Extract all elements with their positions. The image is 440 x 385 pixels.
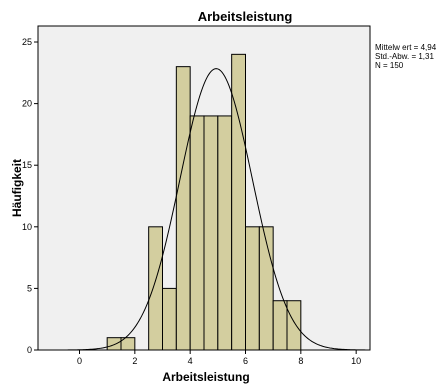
mean-text: Mittelw ert = 4,94 <box>375 43 437 52</box>
y-axis-ticks: 0 5 10 15 20 25 <box>22 37 38 355</box>
x-axis-ticks: 0 2 4 6 8 10 <box>77 350 361 366</box>
histogram-bar-5 <box>175 66 191 351</box>
histogram-bar-6 <box>189 115 205 351</box>
y-tick-label: 5 <box>27 283 32 293</box>
histogram-bar-8 <box>217 115 233 351</box>
histogram-bar-4 <box>162 287 177 351</box>
y-tick-label: 20 <box>22 99 32 109</box>
x-axis-label: Arbeitsleistung <box>162 370 249 384</box>
y-tick-label: 10 <box>22 222 32 232</box>
histogram-bar-9 <box>231 53 247 351</box>
x-tick-label: 0 <box>77 356 82 366</box>
statistics-legend: Mittelw ert = 4,94 Std.-Abw. = 1,31 N = … <box>375 43 436 70</box>
x-tick-label: 10 <box>351 356 361 366</box>
histogram-bar-10 <box>245 226 260 351</box>
histogram-bar-12 <box>272 300 288 351</box>
y-tick-label: 0 <box>27 345 32 355</box>
x-tick-label: 6 <box>243 356 248 366</box>
x-tick-label: 2 <box>132 356 137 366</box>
x-tick-label: 4 <box>188 356 193 366</box>
histogram-bars <box>106 53 302 351</box>
histogram-bar-13 <box>286 300 302 351</box>
normal-curve <box>38 68 371 351</box>
n-text: N = 150 <box>375 61 404 70</box>
y-tick-label: 15 <box>22 160 32 170</box>
histogram-bar-7 <box>203 115 219 351</box>
histogram-bar-3 <box>148 226 164 351</box>
sd-text: Std.-Abw. = 1,31 <box>375 52 434 61</box>
x-tick-label: 8 <box>298 356 303 366</box>
histogram-bar-0 <box>106 337 122 351</box>
y-tick-label: 25 <box>22 37 32 47</box>
y-axis-label: Häufigkeit <box>10 159 24 217</box>
histogram-bar-11 <box>258 226 274 351</box>
chart-title: Arbeitsleistung <box>198 9 293 24</box>
histogram-bar-1 <box>120 337 136 351</box>
